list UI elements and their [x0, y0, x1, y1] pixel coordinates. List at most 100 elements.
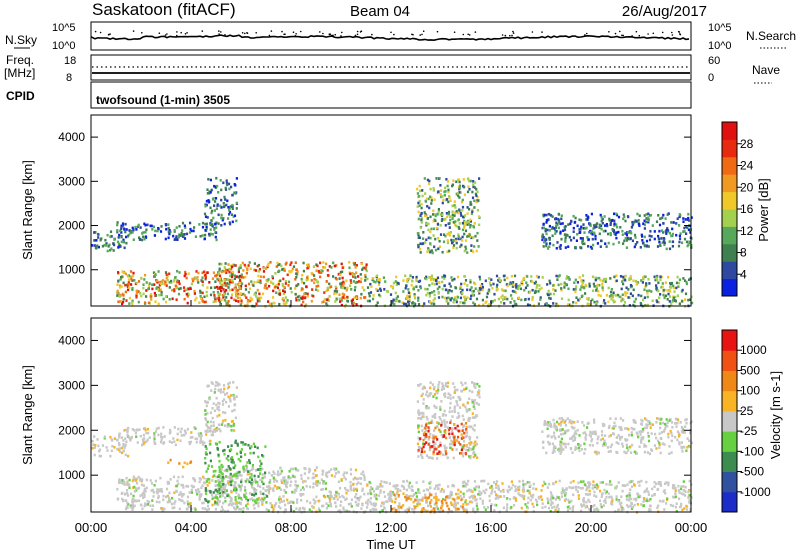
velocity-cell — [129, 439, 131, 442]
velocity-cell — [555, 509, 557, 512]
power-cell — [144, 238, 146, 241]
power-cell — [543, 227, 545, 230]
power-cell — [132, 231, 134, 234]
velocity-cell — [366, 484, 368, 487]
power-cell — [604, 215, 606, 218]
power-cell — [120, 300, 122, 303]
velocity-cell — [329, 498, 331, 501]
nsearch-point — [165, 34, 167, 36]
power-cell — [279, 293, 281, 296]
power-cell — [216, 204, 218, 207]
power-cell — [269, 261, 271, 264]
power-cell — [289, 271, 291, 274]
power-cell — [442, 199, 444, 202]
power-cell — [199, 291, 201, 294]
power-cell — [422, 237, 424, 240]
power-cell — [307, 295, 309, 298]
velocity-cell — [417, 488, 419, 491]
power-cell — [466, 251, 468, 254]
velocity-cell — [443, 419, 445, 422]
power-cell — [466, 284, 468, 287]
power-cell — [414, 295, 416, 298]
velocity-cell — [447, 485, 449, 488]
power-cell — [183, 286, 185, 289]
velocity-cell — [144, 493, 146, 496]
power-cell — [215, 226, 217, 229]
power-cell — [475, 287, 477, 290]
power-cell — [428, 207, 430, 210]
power-cell — [506, 298, 508, 301]
power-cell — [383, 288, 385, 291]
velocity-cell — [610, 496, 612, 499]
nsearch-point — [244, 33, 246, 35]
power-cell — [420, 287, 422, 290]
power-cell — [433, 187, 435, 190]
power-cell — [602, 289, 604, 292]
power-cell — [545, 230, 547, 233]
velocity-cell — [245, 469, 247, 472]
power-cell — [464, 298, 466, 301]
velocity-cell — [205, 492, 207, 495]
power-cell — [417, 244, 419, 247]
power-cell — [290, 287, 292, 290]
velocity-cell — [326, 475, 328, 478]
power-cell — [178, 225, 180, 228]
velocity-cell — [133, 495, 135, 498]
power-cell — [324, 266, 326, 269]
power-cell — [125, 273, 127, 276]
velocity-cell — [683, 480, 685, 483]
power-cell — [628, 238, 630, 241]
power-cell — [168, 233, 170, 236]
power-cell — [472, 236, 474, 239]
power-cell — [546, 303, 548, 306]
power-cell — [582, 281, 584, 284]
power-cell — [464, 214, 466, 217]
velocity-cell — [646, 500, 648, 503]
velocity-cell — [335, 472, 337, 475]
velocity-cell — [289, 470, 291, 473]
power-cell — [117, 271, 119, 274]
power-cell — [657, 290, 659, 293]
velocity-cell — [212, 434, 214, 437]
power-cell — [355, 303, 357, 306]
velocity-cell — [622, 508, 624, 511]
velocity-cell — [531, 496, 533, 499]
velocity-cell — [358, 499, 360, 502]
velocity-cell — [482, 500, 484, 503]
velocity-cell — [117, 498, 119, 501]
power-cell — [529, 291, 531, 294]
velocity-cell — [295, 467, 297, 470]
velocity-cell — [567, 443, 569, 446]
velocity-cell — [340, 500, 342, 503]
velocity-cell — [628, 499, 630, 502]
velocity-cell — [541, 489, 543, 492]
velocity-cell — [165, 496, 167, 499]
velocity-cell — [346, 472, 348, 475]
power-cell — [219, 282, 221, 285]
velocity-cell — [218, 389, 220, 392]
nsearch-point — [639, 35, 641, 37]
velocity-cell — [206, 429, 208, 432]
power-cell — [204, 238, 206, 241]
power-cell — [455, 225, 457, 228]
power-cell — [263, 276, 265, 279]
power-cell — [431, 291, 433, 294]
power-cell — [449, 289, 451, 292]
velocity-cell — [211, 504, 213, 507]
velocity-cell — [672, 487, 674, 490]
velocity-cell — [121, 452, 123, 455]
power-cell — [213, 228, 215, 231]
velocity-cell — [451, 410, 453, 413]
velocity-cell — [282, 477, 284, 480]
velocity-cell — [596, 483, 598, 486]
velocity-cell — [459, 398, 461, 401]
power-cell — [440, 189, 442, 192]
velocity-cell — [585, 501, 587, 504]
power-cell — [436, 227, 438, 230]
power-cell — [397, 282, 399, 285]
velocity-cell — [289, 502, 291, 505]
power-cell — [142, 287, 144, 290]
power-cell — [390, 293, 392, 296]
velocity-cell — [159, 477, 161, 480]
colorbar-tick-label: 12 — [740, 224, 754, 238]
